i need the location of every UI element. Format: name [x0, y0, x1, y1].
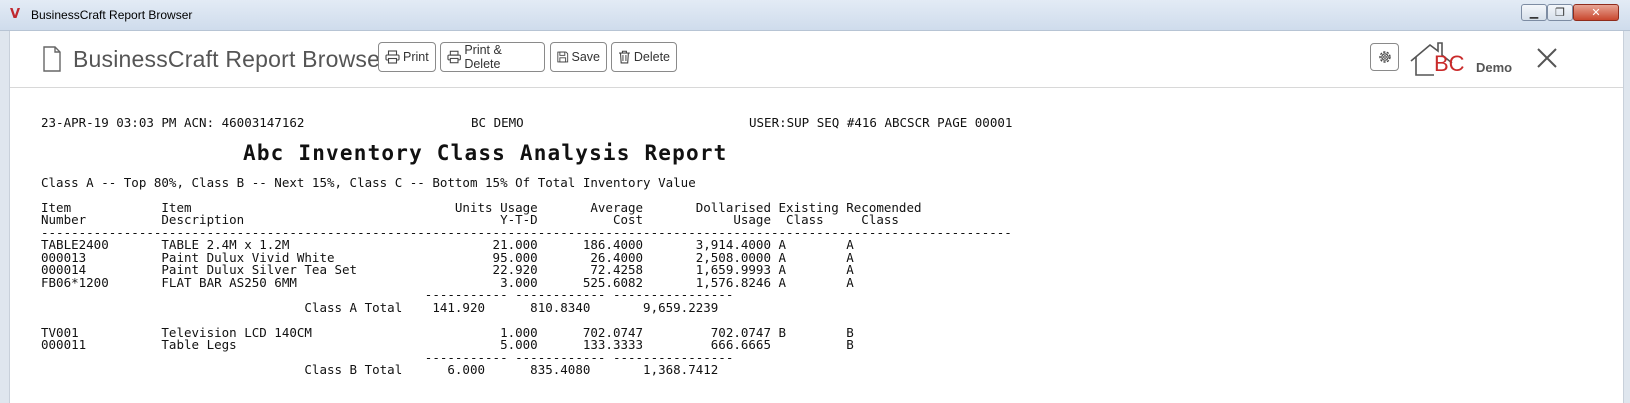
report-header-left: 23-APR-19 03:03 PM ACN: 46003147162	[41, 115, 305, 130]
print-delete-label: Print & Delete	[464, 43, 502, 71]
report-viewer: 23-APR-19 03:03 PM ACN: 46003147162 BC D…	[10, 88, 1623, 403]
table-row: 000011 Table Legs 5.000 133.3333 666.666…	[41, 337, 854, 352]
printer-icon	[385, 50, 400, 64]
report-header-right: USER:SUP SEQ #416 ABCSCR PAGE 00001	[749, 115, 1013, 130]
delete-button[interactable]: Delete	[611, 42, 677, 72]
window-titlebar: V BusinessCraft Report Browser ▁ ❐ ✕	[0, 0, 1630, 31]
gear-icon	[1378, 51, 1391, 63]
class-a-total-row: Class A Total 141.920 810.8340 9,659.223…	[41, 300, 719, 315]
report-title: Abc Inventory Class Analysis Report	[243, 141, 728, 165]
logo-text: BC	[1434, 51, 1465, 76]
app-logo-icon: V	[10, 7, 21, 22]
table-row: 000014 Paint Dulux Silver Tea Set 22.920…	[41, 262, 854, 277]
column-headers-line-2: Number Description Y-T-D Cost Usage Clas…	[41, 212, 899, 227]
app-frame: BusinessCraft Report Browser Print Print…	[9, 31, 1624, 403]
minimize-button[interactable]: ▁	[1521, 4, 1547, 21]
settings-button[interactable]	[1370, 43, 1399, 71]
page-title: BusinessCraft Report Browser	[73, 46, 388, 72]
report-header-company: BC DEMO	[471, 115, 524, 130]
printer-icon	[447, 50, 461, 64]
subtotal-rule: ----------- ------------ ---------------…	[41, 287, 734, 302]
businesscraft-logo-icon	[1410, 42, 1453, 76]
save-label: Save	[571, 50, 601, 64]
document-icon	[43, 46, 61, 72]
report-subtitle: Class A -- Top 80%, Class B -- Next 15%,…	[41, 175, 696, 190]
print-label: Print	[403, 50, 429, 64]
table-row: TV001 Television LCD 140CM 1.000 702.074…	[41, 325, 854, 340]
table-row: 000013 Paint Dulux Vivid White 95.000 26…	[41, 250, 854, 265]
print-button[interactable]: Print	[378, 42, 436, 72]
column-headers-line-1: Item Item Units Usage Average Dollarised…	[41, 200, 922, 215]
table-row: TABLE2400 TABLE 2.4M x 1.2M 21.000 186.4…	[41, 237, 854, 252]
floppy-disk-icon	[557, 51, 569, 63]
delete-label: Delete	[633, 50, 670, 64]
class-b-total-row: Class B Total 6.000 835.4080 1,368.7412	[41, 362, 719, 377]
window-title: BusinessCraft Report Browser	[31, 8, 193, 22]
print-delete-button[interactable]: Print & Delete	[440, 42, 545, 72]
save-button[interactable]: Save	[550, 42, 607, 72]
trash-icon	[618, 50, 630, 64]
header-separator: ----------------------------------------…	[41, 225, 1012, 240]
close-icon[interactable]	[1535, 46, 1559, 70]
table-row: FB06*1200 FLAT BAR AS250 6MM 3.000 525.6…	[41, 275, 854, 290]
subtotal-rule: ----------- ------------ ---------------…	[41, 350, 734, 365]
maximize-button[interactable]: ❐	[1547, 4, 1573, 21]
demo-label: Demo	[1476, 60, 1513, 75]
window-close-button[interactable]: ✕	[1573, 4, 1619, 21]
toolbar: BusinessCraft Report Browser Print Print…	[10, 31, 1623, 88]
